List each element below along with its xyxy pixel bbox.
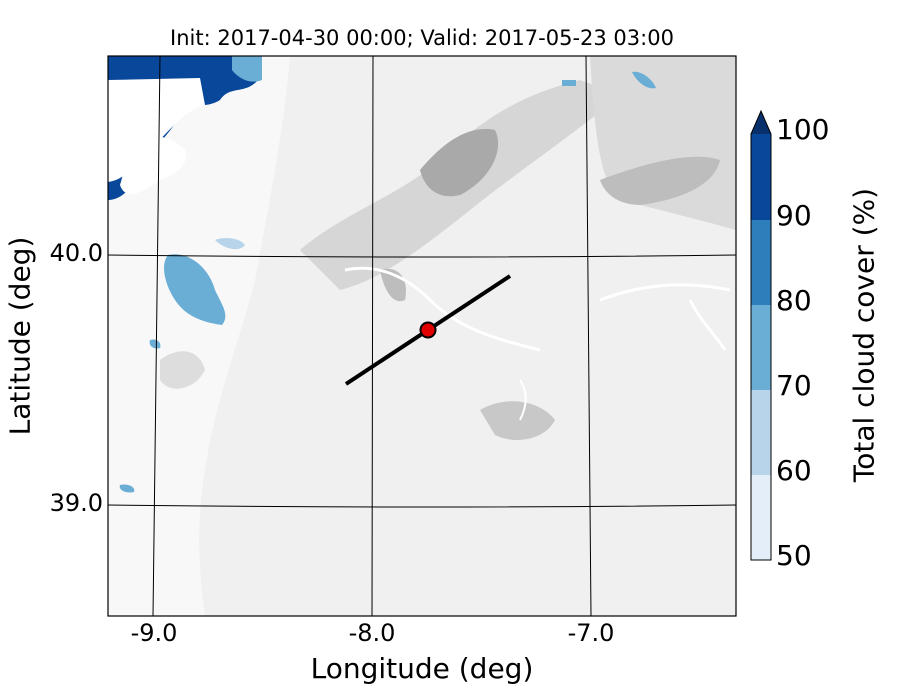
gridline-lon-8 (371, 56, 374, 616)
cloud-cover-mid (232, 56, 262, 82)
cloud-patch-tiny (562, 80, 576, 86)
river (344, 266, 541, 352)
cloud-patch-dot-2 (119, 484, 135, 493)
colorbar-band-50-60 (751, 475, 771, 560)
colorbar-tick-label: 70 (776, 369, 812, 402)
ytick-label: 40.0 (49, 239, 103, 267)
hill-west (160, 351, 205, 389)
colorbar-extend-arrow (751, 111, 771, 134)
gridline-lon-7 (585, 56, 592, 616)
map-frame (107, 55, 737, 617)
cloud-patch-west (164, 254, 226, 325)
river-east-branch (688, 299, 727, 351)
xtick-label: -8.0 (348, 619, 396, 647)
mountain-ridge-ne (600, 156, 720, 205)
colorbar-band-70-80 (751, 305, 771, 390)
map-title: Init: 2017-04-30 00:00; Valid: 2017-05-2… (170, 26, 674, 50)
cloud-patch-small (215, 237, 245, 250)
colorbar-outline (750, 109, 772, 561)
river-south (519, 379, 527, 421)
colorbar-band-90-100 (751, 134, 771, 220)
colorbar-band-60-70 (751, 390, 771, 475)
colorbar (750, 109, 772, 561)
colorbar-band-80-90 (751, 220, 771, 305)
gridline-lat-40 (108, 254, 736, 258)
ytick-label: 39.0 (49, 489, 103, 517)
colorbar-tick-label: 50 (776, 539, 812, 572)
colorbar-tick-label: 80 (776, 284, 812, 317)
colorbar-tick-label: 60 (776, 454, 812, 487)
xtick-label: -9.0 (130, 619, 178, 647)
gridline-lon-9 (152, 56, 161, 616)
location-marker (419, 321, 437, 339)
cloud-patch-dot (149, 339, 161, 349)
colorbar-tick-label: 90 (776, 199, 812, 232)
gridline-lat-39 (108, 504, 736, 508)
x-axis-label: Longitude (deg) (310, 652, 534, 685)
mountain-peak (420, 129, 499, 197)
river-east (599, 283, 731, 302)
hill-south (480, 401, 555, 440)
cloud-patch-ne (632, 71, 656, 89)
cloud-gap-2 (120, 136, 186, 195)
map-area (108, 56, 736, 616)
xtick-label: -7.0 (567, 619, 615, 647)
colorbar-tick-label: 100 (776, 113, 830, 146)
lowland-terrain (108, 56, 290, 616)
